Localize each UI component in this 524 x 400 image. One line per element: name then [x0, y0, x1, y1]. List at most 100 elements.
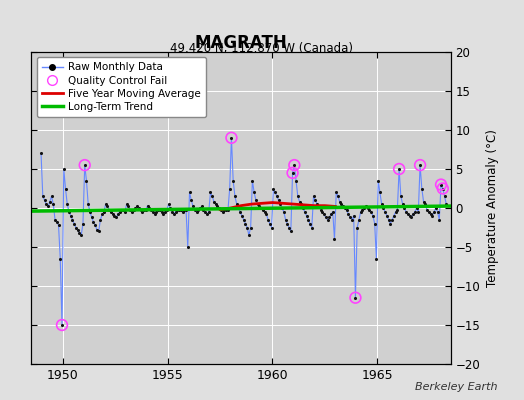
Point: [94, 228, 103, 234]
Point: [68, 216, 77, 223]
Point: [100, 209, 108, 215]
Point: [121, 209, 129, 215]
Point: [377, 201, 386, 207]
Point: [126, 206, 134, 213]
Point: [117, 207, 126, 214]
Point: [330, 236, 339, 242]
Point: [395, 166, 403, 172]
Point: [222, 206, 231, 213]
Point: [42, 201, 50, 207]
Point: [283, 220, 291, 227]
Point: [234, 205, 243, 211]
Point: [414, 209, 422, 215]
Point: [144, 202, 152, 209]
Point: [313, 201, 321, 207]
Point: [346, 214, 354, 220]
Point: [182, 206, 190, 213]
Point: [276, 201, 285, 207]
Point: [416, 162, 424, 168]
Point: [204, 209, 213, 215]
Point: [84, 201, 92, 207]
Point: [245, 232, 253, 238]
Point: [421, 201, 430, 207]
Point: [391, 209, 400, 215]
Point: [191, 206, 199, 213]
Point: [119, 206, 127, 213]
Point: [335, 198, 344, 205]
Point: [288, 170, 297, 176]
Point: [269, 185, 278, 192]
Point: [91, 222, 100, 228]
Point: [316, 206, 325, 213]
Point: [51, 216, 59, 223]
Point: [128, 209, 136, 215]
Point: [201, 209, 210, 215]
Point: [112, 214, 121, 220]
Point: [40, 197, 49, 203]
Point: [311, 197, 320, 203]
Point: [393, 206, 401, 213]
Point: [225, 185, 234, 192]
Point: [297, 201, 305, 207]
Point: [227, 134, 236, 141]
Point: [185, 189, 194, 196]
Point: [44, 203, 52, 210]
Legend: Raw Monthly Data, Quality Control Fail, Five Year Moving Average, Long-Term Tren: Raw Monthly Data, Quality Control Fail, …: [37, 57, 206, 117]
Point: [67, 213, 75, 219]
Point: [192, 209, 201, 215]
Point: [187, 197, 195, 203]
Point: [290, 162, 299, 168]
Point: [267, 224, 276, 231]
Point: [337, 201, 346, 207]
Point: [433, 209, 442, 215]
Point: [210, 198, 218, 205]
Point: [70, 220, 79, 227]
Point: [262, 211, 270, 218]
Point: [299, 205, 307, 211]
Point: [102, 201, 110, 207]
Point: [154, 207, 162, 214]
Point: [407, 214, 416, 220]
Point: [439, 185, 447, 192]
Point: [215, 205, 223, 211]
Point: [159, 211, 168, 218]
Point: [318, 209, 326, 215]
Point: [213, 203, 222, 210]
Point: [296, 198, 304, 205]
Point: [386, 220, 395, 227]
Point: [341, 205, 349, 211]
Point: [198, 203, 206, 210]
Point: [124, 203, 133, 210]
Point: [266, 220, 274, 227]
Point: [309, 193, 318, 200]
Point: [287, 228, 295, 234]
Point: [381, 209, 389, 215]
Point: [115, 209, 124, 215]
Point: [360, 205, 368, 211]
Point: [308, 224, 316, 231]
Point: [208, 193, 216, 200]
Point: [52, 219, 61, 225]
Point: [133, 203, 141, 210]
Point: [58, 322, 66, 328]
Point: [350, 213, 358, 219]
Point: [150, 211, 159, 218]
Point: [75, 230, 84, 236]
Point: [419, 198, 428, 205]
Point: [264, 216, 272, 223]
Point: [88, 214, 96, 220]
Point: [402, 209, 410, 215]
Point: [430, 209, 438, 215]
Point: [231, 193, 239, 200]
Point: [437, 182, 445, 188]
Point: [439, 185, 447, 192]
Point: [272, 193, 281, 200]
Point: [81, 162, 89, 168]
Point: [60, 166, 68, 172]
Point: [397, 193, 405, 200]
Point: [114, 211, 122, 218]
Point: [47, 193, 56, 200]
Point: [156, 206, 164, 213]
Point: [93, 227, 101, 233]
Point: [288, 170, 297, 176]
